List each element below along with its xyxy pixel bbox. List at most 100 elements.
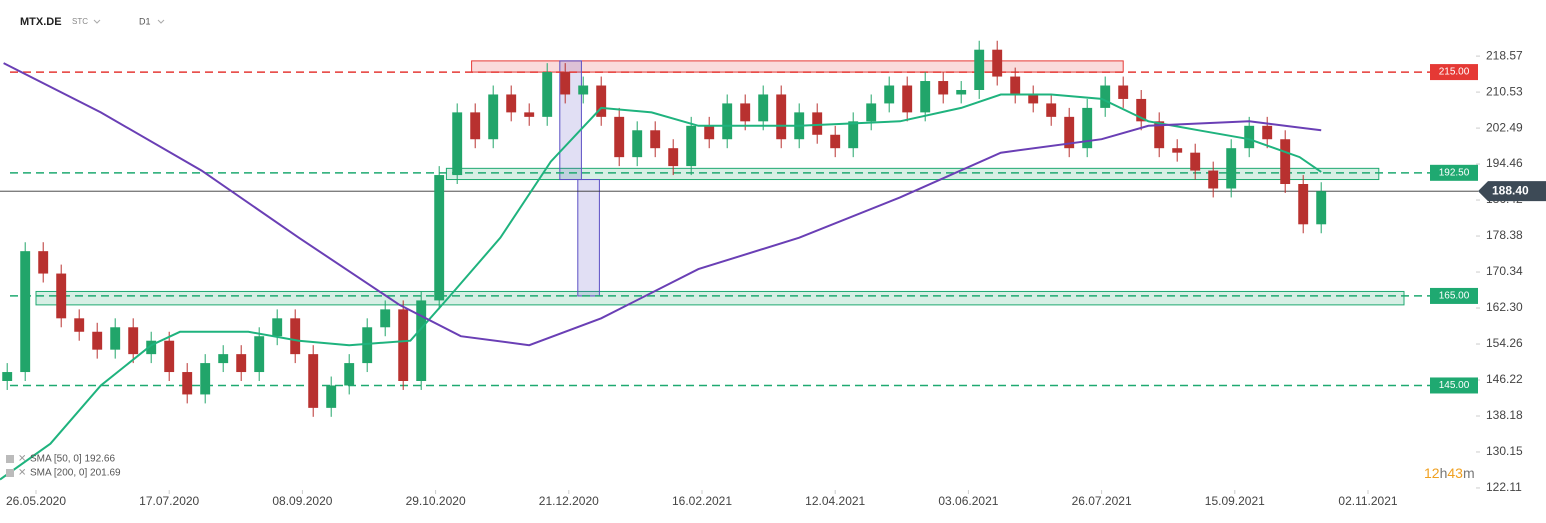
y-tick-label: 202.49 [1486, 120, 1523, 134]
sma-line [0, 93, 1322, 481]
y-tick-label: 218.57 [1486, 48, 1523, 62]
candle-body [56, 273, 67, 319]
y-tick-label: 162.30 [1486, 300, 1523, 314]
mode[interactable]: STC [72, 17, 88, 26]
zone [577, 179, 600, 297]
candle-body [740, 103, 751, 122]
x-tick-label: 29.10.2020 [406, 494, 466, 508]
candle-body [38, 251, 49, 274]
x-tick-label: 12.04.2021 [805, 494, 865, 508]
legend-close: ✕ [18, 468, 26, 479]
y-tick-label: 154.26 [1486, 336, 1523, 350]
dropdown-arrow [93, 19, 101, 24]
countdown-part: 43 [1447, 465, 1463, 481]
x-tick-label: 16.02.2021 [672, 494, 732, 508]
candle-body [1154, 121, 1165, 149]
candle-body [1028, 94, 1039, 104]
candle-body [1298, 184, 1309, 225]
candle-body [1118, 85, 1129, 99]
y-tick-label: 130.15 [1486, 444, 1523, 458]
candle-body [776, 94, 787, 140]
countdown: 12h43m [1424, 465, 1475, 481]
candle-body [20, 251, 31, 373]
level-label: 145.00 [1439, 380, 1470, 391]
legend-icon [6, 469, 14, 477]
candle-body [128, 327, 139, 355]
candle-body [902, 85, 913, 113]
candle-body [1046, 103, 1057, 117]
countdown-part: h [1440, 465, 1448, 481]
candle-body [974, 49, 985, 90]
candle-body [1280, 139, 1291, 185]
dropdown-arrow [157, 19, 165, 24]
candle-body [992, 49, 1003, 77]
candle-body [434, 175, 445, 301]
candle-body [398, 309, 409, 382]
last-price-badge [1478, 181, 1546, 202]
last-price-label: 188.40 [1492, 183, 1529, 197]
candle-body [920, 81, 931, 113]
candle-body [1316, 191, 1327, 225]
candle-body [830, 134, 841, 149]
candle-body [362, 327, 373, 364]
level-badge [1430, 287, 1478, 304]
candle-body [1010, 76, 1021, 95]
x-tick-label: 08.09.2020 [272, 494, 332, 508]
level-label: 192.50 [1439, 167, 1470, 178]
candle-body [686, 125, 697, 167]
level-label: 215.00 [1439, 67, 1470, 78]
legend-entry: SMA [50, 0] 192.66 [30, 454, 115, 465]
y-tick-label: 122.11 [1486, 480, 1522, 494]
legend-close: ✕ [18, 454, 26, 465]
candle-body [272, 318, 283, 337]
candle-body [650, 130, 661, 149]
candle-body [218, 354, 229, 364]
candle-body [1100, 85, 1111, 108]
x-tick-label: 26.07.2021 [1072, 494, 1132, 508]
sma-line [3, 62, 1322, 347]
candle-body [506, 94, 517, 113]
candle-body [578, 85, 589, 95]
candle-body [542, 72, 553, 117]
candle-body [110, 327, 121, 350]
x-tick-label: 03.06.2021 [938, 494, 998, 508]
symbol[interactable]: MTX.DE [20, 16, 62, 28]
candle-body [164, 340, 175, 373]
level-badge [1430, 64, 1478, 81]
countdown-part: 12 [1424, 465, 1440, 481]
candle-body [182, 372, 193, 395]
candle-body [2, 372, 13, 382]
candle-body [668, 148, 679, 167]
candle-body [380, 309, 391, 328]
candle-body [632, 130, 643, 158]
candle-body [254, 336, 265, 373]
candle-body [866, 103, 877, 122]
candle-body [722, 103, 733, 140]
candle-body [236, 354, 247, 373]
x-tick-label: 02.11.2021 [1338, 494, 1397, 508]
candle-body [938, 81, 949, 95]
candle-body [614, 116, 625, 158]
candle-body [1082, 107, 1093, 149]
candle-body [1190, 152, 1201, 171]
candle-body [956, 89, 967, 95]
candle-body [290, 318, 301, 355]
x-tick-label: 15.09.2021 [1205, 494, 1265, 508]
legend-icon [6, 455, 14, 463]
candle-body [92, 331, 103, 350]
zone [445, 167, 1380, 181]
level-badge [1430, 164, 1478, 181]
candle-body [1226, 148, 1237, 189]
candle-body [1244, 125, 1255, 149]
interval[interactable]: D1 [139, 16, 151, 26]
x-tick-label: 21.12.2020 [539, 494, 599, 508]
x-tick-label: 26.05.2020 [6, 494, 66, 508]
candle-body [524, 112, 535, 117]
candle-body [884, 85, 895, 104]
level-badge [1430, 377, 1478, 394]
y-tick-label: 138.18 [1486, 408, 1523, 422]
candle-body [308, 354, 319, 408]
candle-body [848, 121, 859, 149]
